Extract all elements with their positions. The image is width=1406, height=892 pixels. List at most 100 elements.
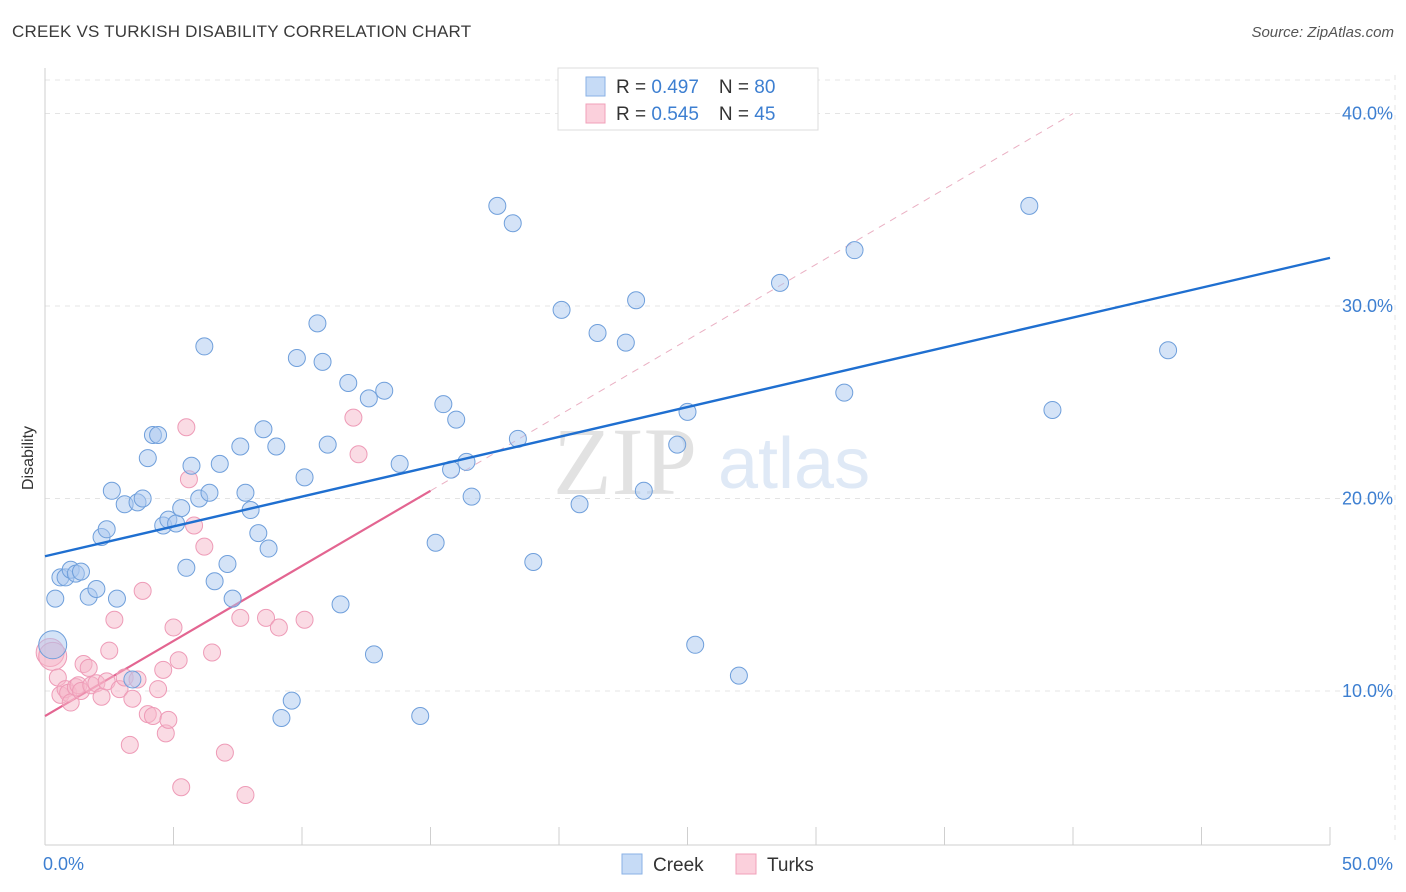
creek-point — [390, 454, 409, 473]
creek-point — [107, 589, 126, 608]
creek-point — [87, 579, 106, 598]
creek-point — [1043, 400, 1062, 419]
creek-point — [223, 589, 242, 608]
legend-swatch-creek — [585, 76, 606, 97]
series-legend-swatch-creek — [621, 853, 643, 875]
creek-point — [845, 241, 864, 260]
watermark: ZIP atlas — [553, 408, 870, 515]
y-tick-label: 40.0% — [1342, 104, 1393, 124]
turks-point — [79, 658, 98, 677]
turks-point — [203, 643, 222, 662]
legend-row-turks: R = 0.545 N = 45 — [616, 104, 775, 125]
creek-points — [38, 196, 1178, 727]
turks-point — [215, 743, 234, 762]
creek-point — [411, 707, 430, 726]
legend-r-label-turks: R = — [616, 104, 651, 125]
turks-point — [164, 618, 183, 637]
turks-trend — [44, 113, 1074, 717]
legend-r-value-creek: 0.497 — [651, 77, 699, 98]
creek-point — [177, 558, 196, 577]
legend-n-value-turks: 45 — [754, 104, 775, 125]
legend-r-label-creek: R = — [616, 77, 651, 98]
series-legend-swatch-turks — [735, 853, 757, 875]
turks-point — [177, 418, 196, 437]
legend-row-creek: R = 0.497 N = 80 — [616, 77, 775, 98]
series-legend-label-creek: Creek — [653, 855, 704, 876]
creek-point — [236, 483, 255, 502]
creek-point — [359, 389, 378, 408]
creek-point — [282, 691, 301, 710]
turks-point — [123, 689, 142, 708]
x-tick-label: 0.0% — [43, 854, 84, 874]
creek-point — [218, 554, 237, 573]
creek-point — [259, 539, 278, 558]
creek-point — [488, 196, 507, 215]
turks-point — [195, 537, 214, 556]
creek-point — [668, 435, 687, 454]
creek-point — [172, 499, 191, 518]
creek-point — [1159, 341, 1178, 360]
creek-point — [295, 468, 314, 487]
creek-point — [249, 524, 268, 543]
creek-point — [686, 635, 705, 654]
turks-point — [344, 408, 363, 427]
creek-point — [835, 383, 854, 402]
turks-point — [231, 608, 250, 627]
tick-labels: 0.0% 50.0% 10.0% 20.0% 30.0% 40.0% — [43, 104, 1393, 875]
creek-point — [616, 333, 635, 352]
creek-point — [771, 273, 790, 292]
creek-trend — [44, 256, 1331, 558]
creek-point — [97, 520, 116, 539]
turks-point — [349, 445, 368, 464]
creek-point — [272, 708, 291, 727]
turks-point — [295, 610, 314, 629]
creek-point — [447, 410, 466, 429]
series-legend-label-turks: Turks — [767, 855, 814, 876]
turks-point — [149, 680, 168, 699]
creek-point — [1020, 196, 1039, 215]
creek-point — [375, 381, 394, 400]
source-label: Source: ZipAtlas.com — [1251, 24, 1394, 41]
x-tick-label: 50.0% — [1342, 854, 1393, 874]
turks-point — [169, 651, 188, 670]
creek-point — [524, 553, 543, 572]
turks-point — [143, 707, 162, 726]
creek-point — [133, 489, 152, 508]
turks-point — [105, 610, 124, 629]
creek-trend-line — [44, 256, 1331, 558]
y-axis-label: Disability — [20, 426, 37, 490]
creek-point — [287, 348, 306, 367]
creek-point — [426, 533, 445, 552]
legend-r-value-turks: 0.545 — [651, 104, 699, 125]
turks-point — [236, 785, 255, 804]
creek-point — [102, 481, 121, 500]
creek-point — [231, 437, 250, 456]
creek-point — [313, 352, 332, 371]
creek-point — [38, 630, 68, 660]
creek-point — [210, 454, 229, 473]
creek-point — [123, 670, 142, 689]
creek-point — [195, 337, 214, 356]
creek-point — [588, 323, 607, 342]
creek-point — [182, 456, 201, 475]
stats-legend: R = 0.497 N = 80 R = 0.545 N = 45 — [557, 67, 819, 131]
creek-point — [634, 481, 653, 500]
turks-point — [269, 618, 288, 637]
watermark-atlas: atlas — [718, 424, 870, 504]
creek-point — [254, 420, 273, 439]
turks-point — [100, 641, 119, 660]
creek-point — [729, 666, 748, 685]
creek-point — [71, 562, 90, 581]
chart-title: CREEK VS TURKISH DISABILITY CORRELATION … — [12, 22, 472, 41]
turks-point — [120, 735, 139, 754]
creek-point — [364, 645, 383, 664]
turks-point — [159, 710, 178, 729]
turks-point — [92, 687, 111, 706]
creek-point — [149, 425, 168, 444]
turks-point — [257, 608, 276, 627]
creek-point — [627, 291, 646, 310]
y-tick-label: 30.0% — [1342, 296, 1393, 316]
creek-point — [200, 483, 219, 502]
creek-point — [570, 495, 589, 514]
